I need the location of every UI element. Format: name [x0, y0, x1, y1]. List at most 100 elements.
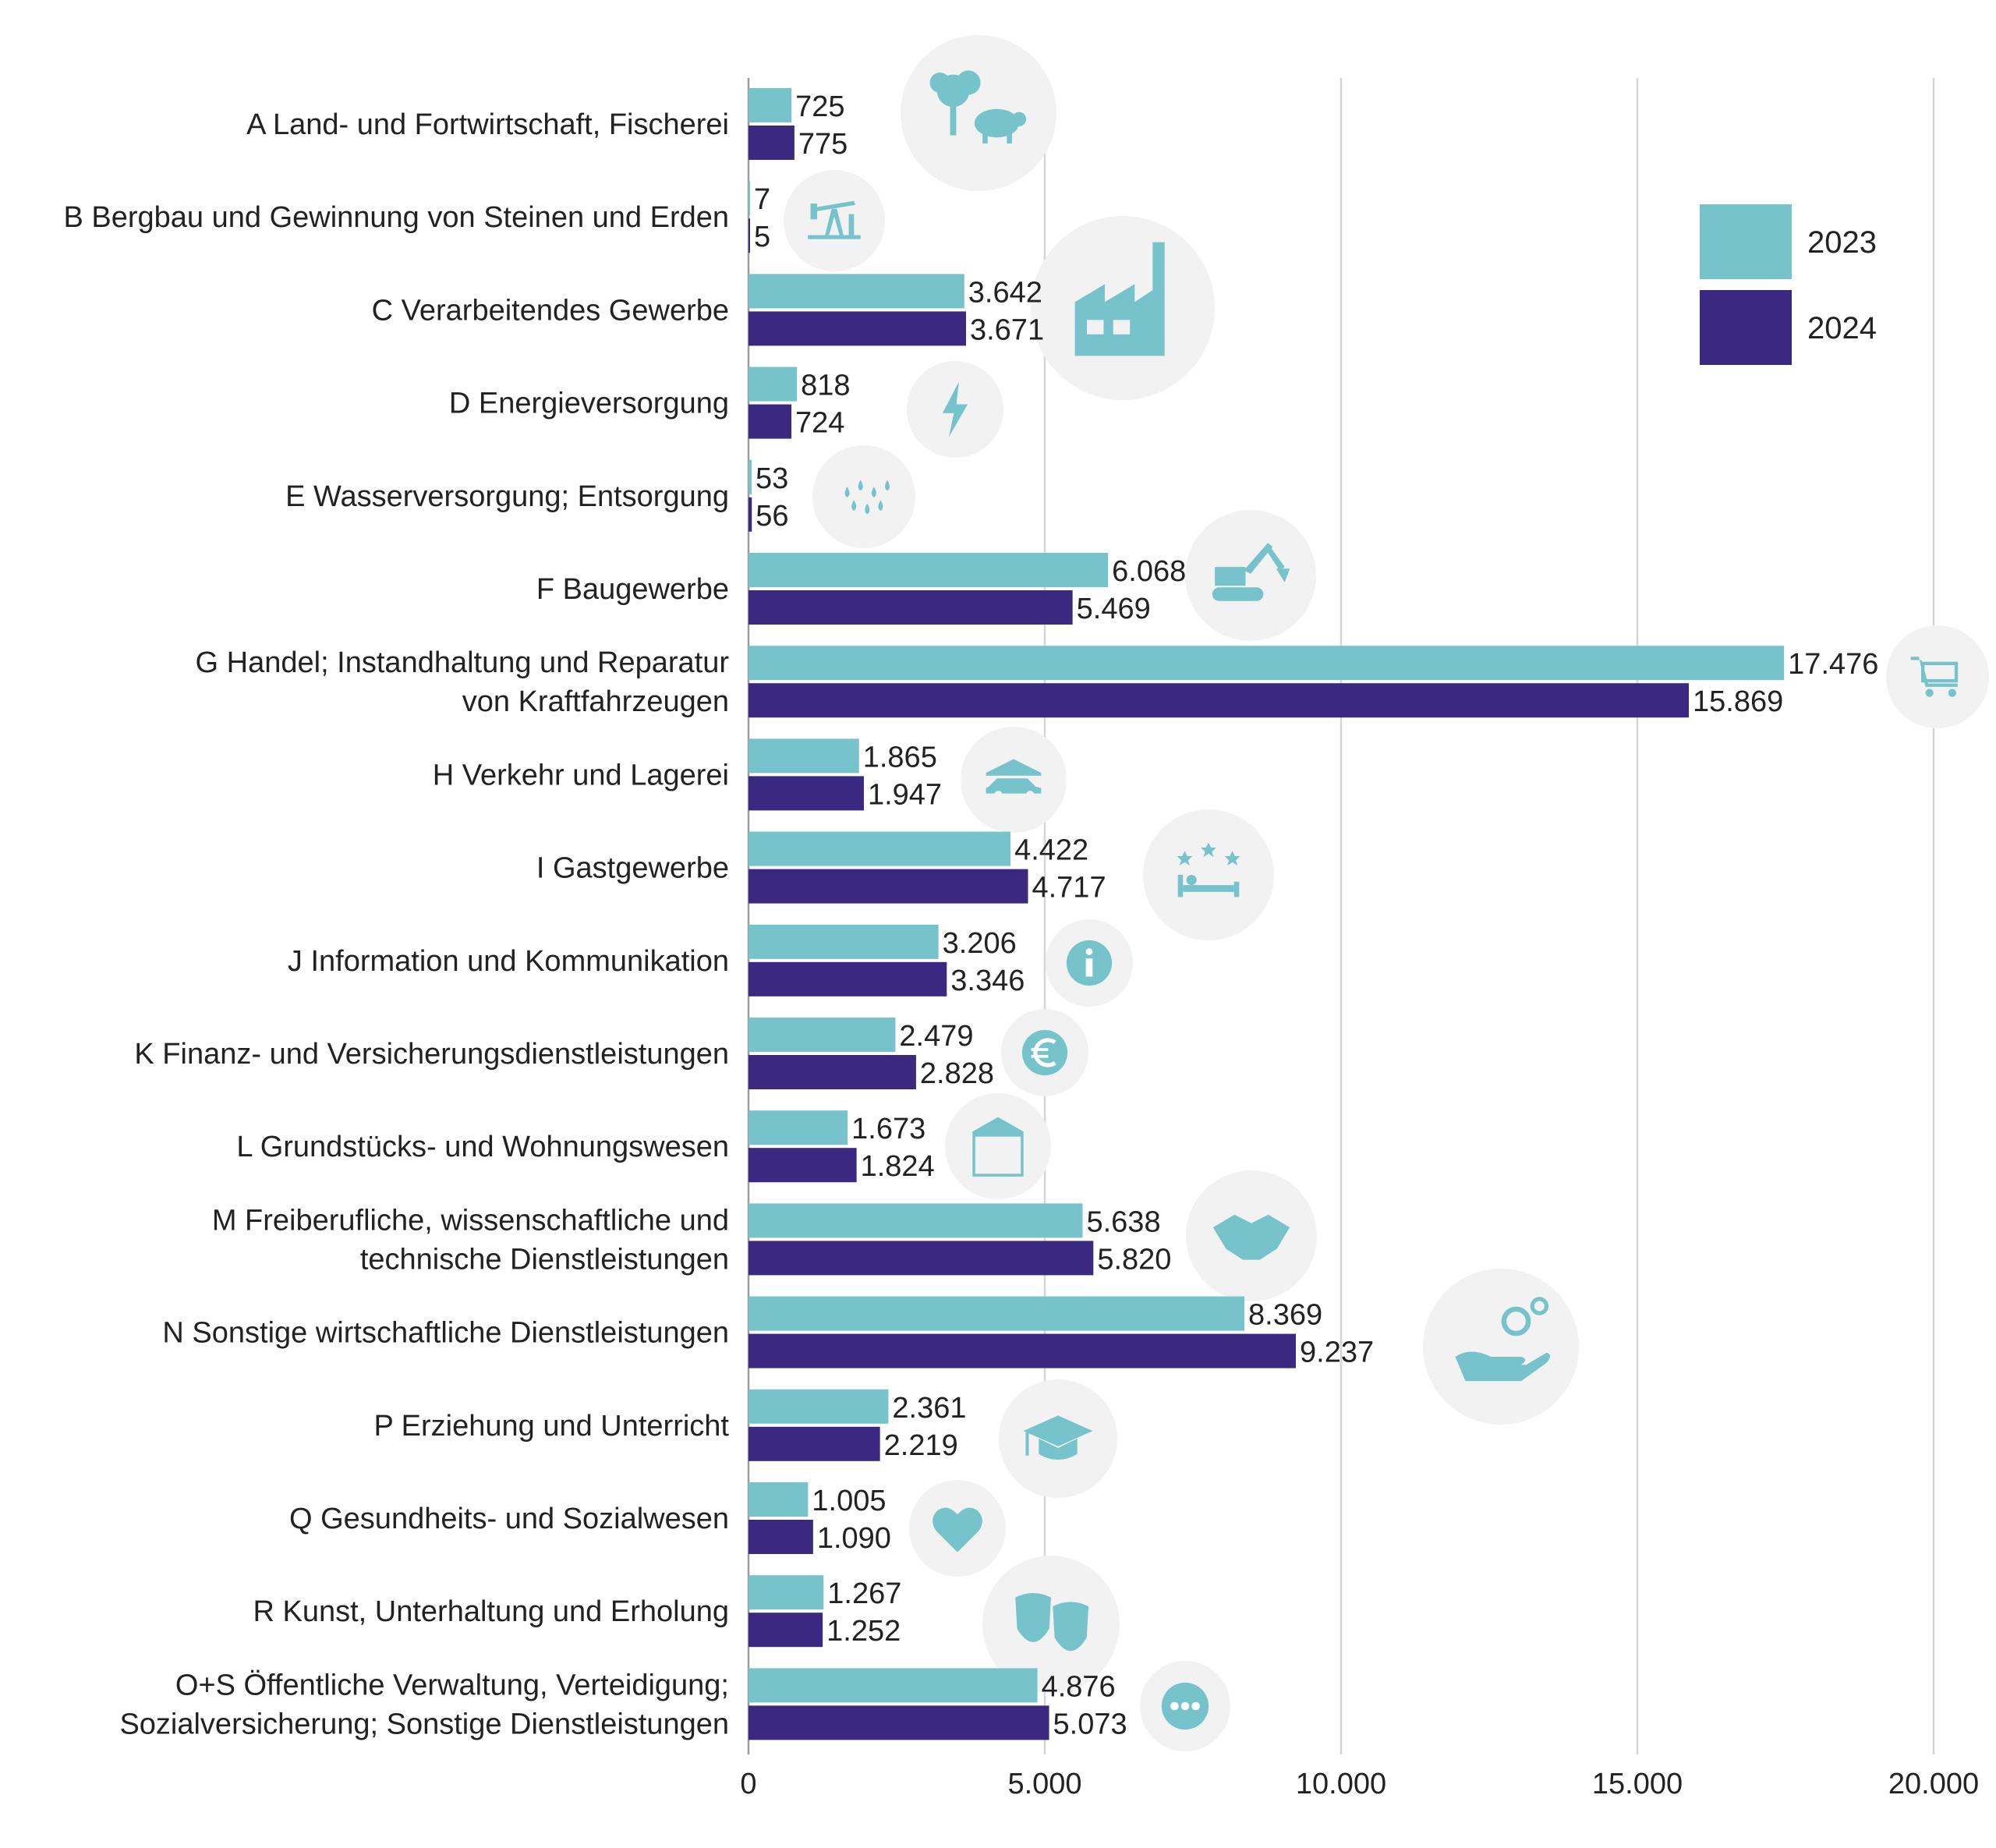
data-label: 775 [798, 128, 848, 161]
category-label: P Erziehung und Unterricht [373, 1410, 729, 1443]
data-label: 818 [801, 370, 850, 402]
category-label: K Finanz- und Versicherungsdienstleistun… [134, 1038, 729, 1071]
data-label: 5.638 [1086, 1205, 1160, 1238]
x-tick-label: 15.000 [1592, 1768, 1683, 1800]
data-label: 56 [756, 500, 788, 533]
oil-pump-icon [808, 200, 861, 239]
bars [748, 88, 1785, 1740]
data-label: 4.717 [1032, 872, 1106, 905]
bar-2023 [748, 1110, 848, 1145]
category-label: B Bergbau und Gewinnung von Steinen und … [63, 201, 729, 234]
bar-2023 [748, 274, 964, 309]
data-label: 725 [795, 90, 844, 123]
category-label: Q Gesundheits- und Sozialwesen [289, 1503, 729, 1535]
bar-2023 [748, 831, 1011, 866]
data-label: 1.947 [868, 778, 942, 811]
data-label: 2.219 [884, 1429, 958, 1462]
bar-2024 [748, 497, 752, 532]
water-drops-icon [844, 480, 890, 515]
legend: 2023 2024 [1700, 204, 1877, 365]
bar-2023 [748, 738, 859, 774]
bar-2023 [748, 1482, 809, 1517]
x-tick-label: 0 [740, 1768, 756, 1800]
bar-2024 [748, 1520, 813, 1554]
icon-circle [982, 1556, 1120, 1693]
lightning-icon [942, 381, 968, 437]
data-label: 8.369 [1248, 1299, 1322, 1332]
data-label: 5.469 [1077, 593, 1151, 625]
data-label: 7 [754, 183, 770, 216]
bar-2024 [748, 311, 966, 346]
more-dots-icon [1161, 1682, 1209, 1730]
data-label: 3.642 [968, 276, 1042, 309]
data-label: 9.237 [1300, 1336, 1374, 1369]
x-tick-label: 20.000 [1888, 1768, 1979, 1800]
bar-2023 [748, 459, 752, 494]
bar-2024 [748, 1705, 1049, 1740]
legend-swatch [1700, 204, 1792, 279]
bar-2024 [748, 1426, 880, 1461]
legend-swatch [1700, 290, 1792, 365]
bar-2023 [748, 1389, 889, 1424]
category-label: M Freiberufliche, wissenschaftliche und t… [212, 1204, 729, 1276]
category-icons [784, 35, 1989, 1751]
bar-2024 [748, 126, 795, 160]
category-label: E Wasserversorgung; Entsorgung [285, 480, 729, 513]
data-label: 4.876 [1042, 1670, 1116, 1703]
bar-2023 [748, 553, 1109, 587]
data-label: 53 [756, 462, 788, 495]
data-label: 1.267 [827, 1577, 901, 1610]
data-label: 724 [795, 407, 844, 440]
data-label: 5 [754, 221, 770, 253]
data-label: 17.476 [1788, 648, 1878, 681]
data-label: 1.252 [826, 1615, 901, 1648]
data-label: 2.361 [892, 1392, 966, 1425]
data-label: 1.865 [863, 741, 937, 774]
excavator-icon [1212, 543, 1290, 601]
data-label: 2.828 [920, 1057, 994, 1090]
data-label: 3.346 [950, 965, 1025, 997]
bar-2023 [748, 88, 792, 122]
bar-2024 [748, 961, 947, 997]
category-label: R Kunst, Unterhaltung und Erholung [253, 1595, 729, 1628]
icon-circle [1423, 1269, 1579, 1425]
heart-icon [933, 1507, 982, 1552]
theater-masks-icon [1015, 1592, 1089, 1652]
bar-2024 [748, 1148, 857, 1183]
data-label: 3.671 [970, 313, 1044, 346]
category-label: O+S Öffentliche Verwaltung, Verteidigung… [119, 1669, 729, 1740]
icon-circle [812, 445, 915, 548]
category-label: I Gastgewerbe [536, 852, 729, 885]
bar-2024 [748, 1333, 1297, 1368]
x-tick-label: 5.000 [1007, 1768, 1081, 1800]
icon-circle [784, 170, 885, 271]
category-label: C Verarbeitendes Gewerbe [372, 294, 729, 327]
labels: 0 5.000 10.000 15.000 20.000 A Land- und Fort… [63, 90, 1979, 1800]
category-label: G Handel; Instandhaltung und Reparatur vo… [196, 646, 730, 718]
category-label: N Sonstige wirtschaftliche Dienstleistun… [162, 1317, 729, 1350]
icon-circle [945, 1093, 1051, 1199]
data-label: 1.005 [812, 1485, 886, 1517]
data-label: 15.869 [1693, 685, 1783, 718]
bar-2024 [748, 869, 1028, 904]
hotel-stars-bed-icon [1177, 842, 1240, 897]
euro-icon [1021, 1029, 1068, 1076]
category-label: H Verkehr und Lagerei [433, 759, 729, 791]
bar-2023 [748, 1296, 1245, 1331]
data-label: 4.422 [1014, 834, 1088, 867]
category-label: F Baugewerbe [536, 573, 729, 606]
bar-2023 [748, 646, 1785, 681]
category-label: A Land- und Fortwirtschaft, Fischerei [246, 108, 729, 141]
car-garage-icon [986, 759, 1042, 799]
bar-2023 [748, 1203, 1083, 1238]
handshake-icon [1212, 1214, 1290, 1260]
data-label: 1.824 [861, 1150, 935, 1183]
bar-2024 [748, 776, 864, 811]
bar-2023 [748, 181, 750, 216]
bar-2024 [748, 1241, 1094, 1276]
legend-label: 2024 [1807, 311, 1877, 345]
house-icon [972, 1117, 1024, 1177]
bar-2024 [748, 590, 1073, 625]
graduation-cap-icon [1023, 1415, 1093, 1460]
info-icon [1066, 940, 1113, 986]
